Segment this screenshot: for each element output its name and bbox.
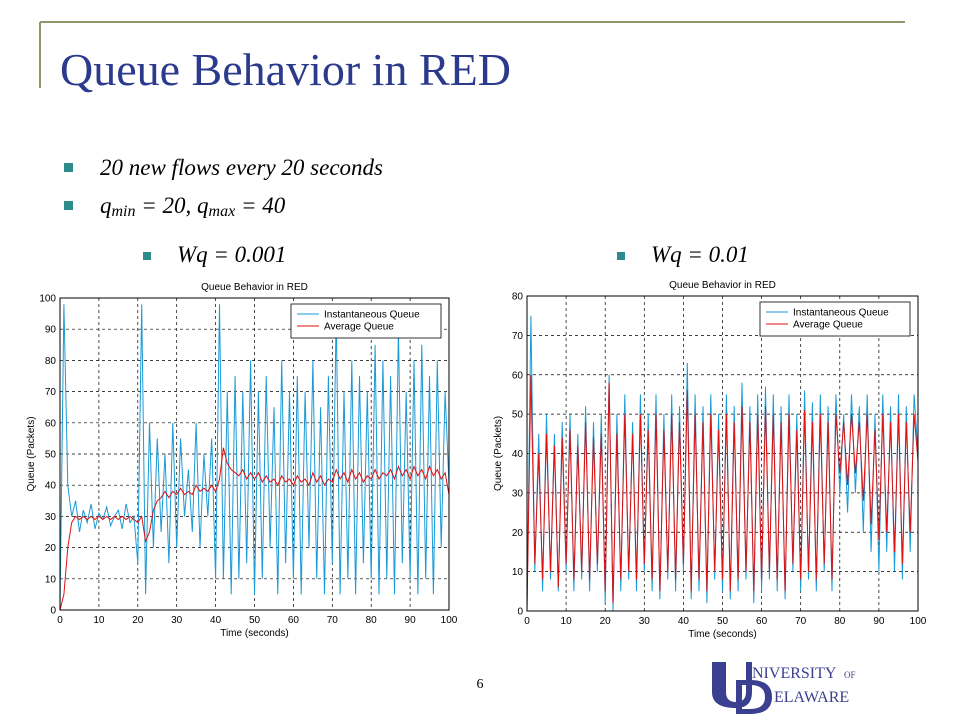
y-tick-label: 20 [45, 543, 57, 554]
logo-d [736, 680, 772, 714]
x-tick-label: 60 [288, 615, 300, 626]
series-line [526, 374, 919, 612]
text: = 20, [136, 193, 198, 218]
subscript: min [112, 203, 136, 220]
chart-title: Queue Behavior in RED [669, 280, 776, 291]
text: = 40 [235, 193, 286, 218]
y-axis-label: Queue (Packets) [493, 416, 504, 491]
x-tick-label: 80 [366, 615, 378, 626]
legend-label: Instantaneous Queue [793, 308, 889, 319]
plot-frame [59, 297, 450, 611]
x-tick-label: 20 [600, 616, 612, 627]
charts: 0 10 20 30 40 50 60 70 80 90 100010203040506070809… [26, 280, 927, 640]
x-tick-label: 0 [524, 616, 530, 627]
y-tick-label: 80 [512, 292, 524, 303]
y-tick-label: 10 [512, 567, 524, 578]
legend-box [759, 301, 911, 337]
logo-u [712, 662, 752, 708]
plot-frame [526, 295, 919, 612]
x-tick-label: 30 [639, 616, 651, 627]
x-tick-label: 30 [171, 615, 183, 626]
x-tick-label: 50 [717, 616, 729, 627]
series-line [59, 447, 450, 611]
x-tick-label: 100 [910, 616, 927, 627]
y-tick-label: 40 [45, 481, 57, 492]
x-tick-label: 40 [678, 616, 690, 627]
subscript: max [209, 203, 236, 220]
sub-bullet [617, 252, 625, 260]
y-tick-label: 20 [512, 528, 524, 539]
symbol: q [197, 193, 209, 218]
x-tick-label: 90 [405, 615, 417, 626]
y-tick-label: 60 [512, 370, 524, 381]
y-axis-label: Queue (Packets) [26, 416, 37, 491]
chart-title: Queue Behavior in RED [201, 282, 308, 293]
bullet-text: qmin = 20, qmax = 40 [100, 193, 286, 220]
x-tick-label: 80 [834, 616, 846, 627]
y-tick-label: 80 [45, 356, 57, 367]
x-axis-label: Time (seconds) [220, 628, 289, 639]
logo: NIVERSITY OF ELAWARE [712, 662, 856, 714]
bullet-text: 20 new flows every 20 seconds [100, 155, 383, 180]
x-tick-label: 20 [132, 615, 144, 626]
x-tick-label: 70 [795, 616, 807, 627]
y-tick-label: 70 [45, 387, 57, 398]
legend-label: Average Queue [793, 320, 863, 331]
x-tick-label: 60 [756, 616, 768, 627]
logo-text: OF [844, 670, 856, 680]
x-axis-label: Time (seconds) [688, 629, 757, 640]
x-tick-label: 10 [93, 615, 105, 626]
y-tick-label: 60 [45, 418, 57, 429]
sub-bullet-text: Wq = 0.001 [177, 242, 286, 267]
x-tick-label: 70 [327, 615, 339, 626]
bullet [64, 201, 73, 210]
page-number: 6 [477, 677, 484, 692]
sub-bullet-text: Wq = 0.01 [651, 242, 749, 267]
y-tick-label: 90 [45, 325, 57, 336]
y-tick-label: 30 [512, 488, 524, 499]
bullet [64, 163, 73, 172]
legend-label: Instantaneous Queue [324, 310, 420, 321]
x-tick-label: 40 [210, 615, 222, 626]
y-tick-label: 40 [512, 449, 524, 460]
logo-text: NIVERSITY [752, 665, 837, 682]
y-tick-label: 0 [50, 606, 56, 617]
x-tick-label: 100 [441, 615, 458, 626]
logo-text: ELAWARE [774, 689, 849, 706]
y-tick-label: 0 [517, 607, 523, 618]
y-tick-label: 50 [512, 410, 524, 421]
sub-bullet [143, 252, 151, 260]
y-tick-label: 10 [45, 574, 57, 585]
symbol: q [100, 193, 112, 218]
x-tick-label: 50 [249, 615, 261, 626]
x-tick-label: 0 [57, 615, 63, 626]
series-line [59, 304, 450, 611]
legend-label: Average Queue [324, 322, 394, 333]
slide-title: Queue Behavior in RED [60, 44, 511, 95]
legend-box [290, 303, 442, 339]
y-tick-label: 100 [39, 294, 56, 305]
y-tick-label: 70 [512, 331, 524, 342]
y-tick-label: 30 [45, 512, 57, 523]
y-tick-label: 50 [45, 450, 57, 461]
x-tick-label: 10 [561, 616, 573, 627]
x-tick-label: 90 [873, 616, 885, 627]
